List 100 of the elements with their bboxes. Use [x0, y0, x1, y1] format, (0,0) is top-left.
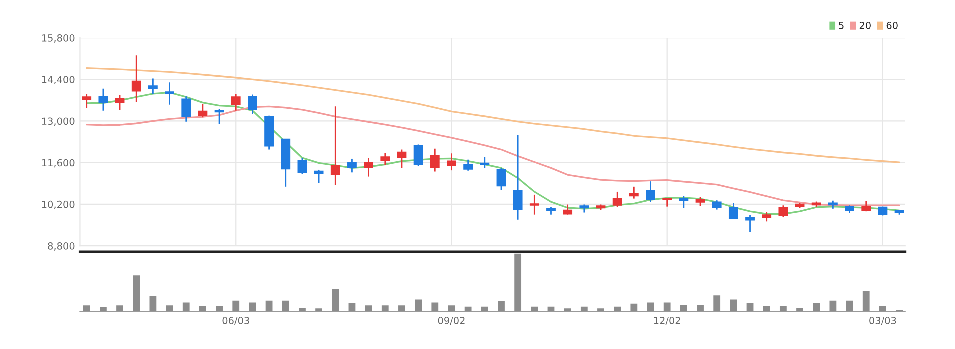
x-tick-label: 06/03: [222, 317, 250, 326]
candlestick: [762, 212, 772, 222]
candlestick: [679, 195, 689, 209]
candlestick: [778, 204, 788, 218]
bar: [298, 306, 308, 312]
bar: [513, 252, 523, 312]
candlestick: [115, 94, 125, 111]
candlestick: [414, 144, 424, 168]
bar: [679, 304, 689, 312]
bar: [712, 294, 722, 312]
candlestick: [746, 214, 755, 233]
candlestick: [496, 167, 506, 191]
y-tick-label: 15,800: [42, 34, 75, 43]
bar: [629, 302, 640, 312]
candlestick: [612, 191, 622, 208]
y-tick-label: 14,400: [42, 76, 75, 84]
bar: [430, 301, 440, 312]
candlestick: [248, 94, 258, 115]
bar: [98, 306, 108, 312]
y-tick-label: 8,800: [48, 242, 75, 251]
y-tick-label: 10,200: [42, 200, 75, 210]
candlestick: [728, 202, 738, 220]
line-series: [86, 68, 900, 164]
bar: [314, 307, 324, 312]
bar: [214, 304, 224, 312]
bar: [496, 300, 506, 312]
bar: [463, 305, 474, 312]
bar: [115, 304, 125, 312]
bar: [596, 307, 606, 312]
candlestick: [148, 78, 158, 96]
candlestick: [397, 149, 407, 169]
bar: [364, 304, 374, 312]
bar: [132, 274, 142, 312]
bar: [530, 305, 540, 312]
bar: [198, 304, 208, 312]
bar: [612, 305, 622, 312]
bar: [446, 304, 457, 312]
candlestick: [82, 94, 92, 109]
candlestick: [447, 152, 456, 172]
bar: [828, 300, 838, 312]
candlestick: [480, 156, 490, 169]
candlestick: [563, 204, 573, 216]
bar: [580, 305, 590, 312]
candlestick: [513, 134, 523, 221]
y-tick-label: 13,000: [42, 118, 75, 126]
bar: [562, 307, 573, 312]
bar: [380, 304, 390, 312]
candlestick: [314, 169, 324, 184]
candlestick: [348, 158, 357, 174]
bar: [546, 305, 556, 312]
bar: [862, 290, 872, 312]
bar: [844, 300, 855, 312]
legend-label: 5: [839, 22, 844, 30]
candlestick: [182, 96, 192, 123]
candlestick: [629, 186, 639, 200]
candlestick: [646, 180, 656, 204]
x-tick-label: 09/02: [438, 317, 465, 326]
bar: [745, 302, 756, 312]
bar: [397, 304, 407, 312]
bar: [347, 302, 358, 312]
bar: [778, 304, 788, 312]
candlestick: [530, 194, 540, 216]
bar: [248, 301, 258, 312]
bar: [480, 305, 490, 312]
candlestick: [98, 88, 108, 112]
legend-label: 60: [886, 22, 898, 30]
bar: [646, 301, 656, 312]
y-tick-label: 11,600: [42, 159, 75, 168]
candlestick: [430, 148, 440, 172]
bar: [696, 304, 706, 312]
bar: [662, 301, 672, 312]
bar: [414, 298, 424, 312]
candlestick: [862, 200, 872, 212]
legend-label: 20: [860, 22, 871, 30]
bar: [330, 288, 340, 312]
candlestick: [464, 159, 474, 172]
candlestick: [712, 200, 722, 210]
candlestick: [231, 94, 241, 112]
bar: [264, 300, 274, 312]
bar: [82, 304, 92, 312]
candlestick: [198, 103, 208, 118]
bar: [281, 300, 291, 312]
bar: [878, 304, 888, 312]
bar: [762, 304, 772, 312]
bar: [164, 304, 175, 312]
bar: [728, 298, 739, 312]
candlestick: [214, 108, 224, 125]
candlestick: [380, 152, 390, 166]
x-tick-label: 03/03: [870, 317, 896, 326]
candlestick: [132, 54, 142, 103]
candlestick: [330, 106, 340, 186]
bar: [231, 300, 241, 312]
candlestick: [298, 157, 308, 176]
x-tick-label: 12/02: [654, 317, 680, 326]
bar: [795, 306, 805, 312]
bar: [148, 294, 158, 312]
candlestick: [165, 82, 174, 106]
candlestick: [364, 157, 374, 178]
bar: [182, 301, 192, 312]
bar: [812, 302, 822, 312]
